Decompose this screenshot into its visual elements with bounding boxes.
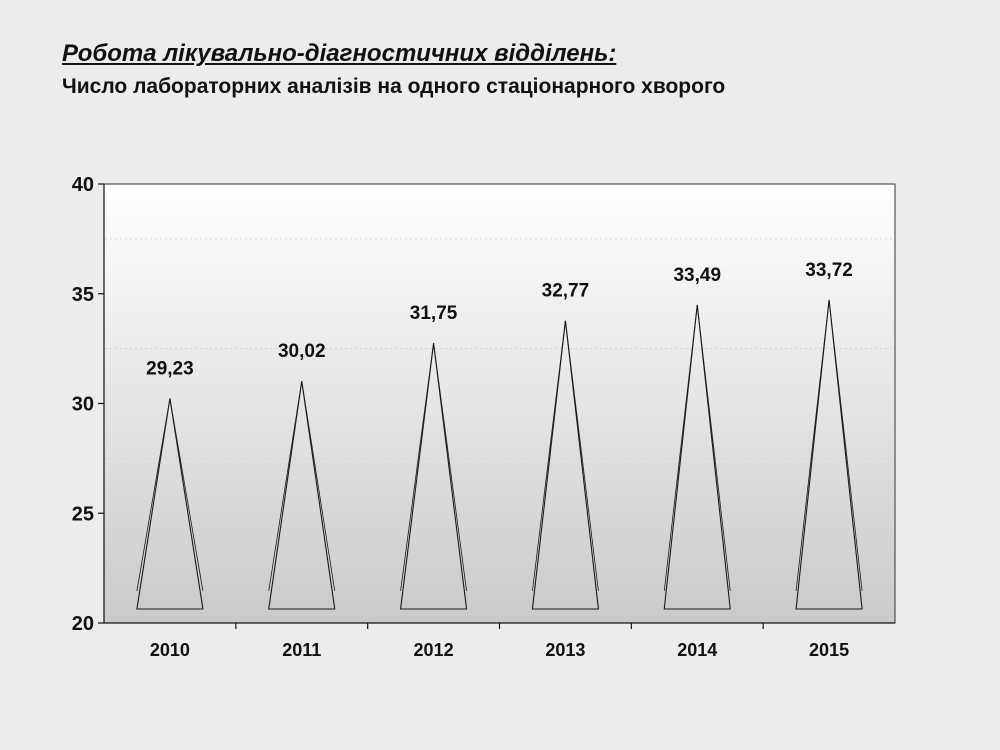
page-subtitle: Число лабораторних аналізів на одного ст… bbox=[62, 75, 726, 98]
y-tick-label: 30 bbox=[72, 394, 94, 416]
page-title: Робота лікувально-діагностичних відділен… bbox=[62, 40, 617, 67]
triangle-edge bbox=[400, 343, 467, 592]
background-dashes bbox=[105, 238, 894, 569]
plot-area bbox=[103, 183, 896, 624]
y-tick-label: 40 bbox=[72, 174, 94, 196]
triangle-edge bbox=[795, 299, 863, 592]
triangle-edge bbox=[663, 304, 731, 592]
x-tick-label: 2010 bbox=[150, 640, 190, 660]
value-label: 29,23 bbox=[146, 358, 194, 379]
triangle-edge bbox=[268, 381, 336, 592]
triangle-bar-2015 bbox=[795, 299, 863, 610]
triangle-bar-2012 bbox=[399, 343, 468, 610]
y-tick-label: 20 bbox=[72, 613, 94, 635]
triangle-edge bbox=[136, 398, 204, 592]
triangle-bar-2014 bbox=[663, 304, 731, 610]
x-tick-label: 2013 bbox=[545, 640, 585, 660]
value-label: 33,49 bbox=[673, 265, 721, 286]
y-tick-label: 35 bbox=[72, 284, 94, 306]
triangle-bar-2010 bbox=[136, 398, 204, 610]
value-label: 31,75 bbox=[410, 303, 458, 324]
triangle-bar-2013 bbox=[531, 320, 600, 610]
triangle-edge bbox=[532, 320, 599, 592]
x-axis-ticks: 2010 2011 2012 2013 2014 2015 bbox=[150, 623, 849, 660]
value-label: 30,02 bbox=[278, 341, 326, 362]
x-tick-label: 2012 bbox=[414, 640, 454, 660]
x-tick-label: 2011 bbox=[282, 640, 321, 660]
x-tick-label: 2014 bbox=[677, 640, 717, 660]
y-axis-ticks: 20 25 30 35 40 bbox=[72, 174, 104, 635]
x-tick-label: 2015 bbox=[809, 640, 849, 660]
data-marks: 29,23 30,02 31,75 32,77 33,49 33,72 bbox=[136, 260, 863, 610]
y-tick-label: 25 bbox=[72, 503, 94, 525]
triangle-bar-2011 bbox=[268, 381, 336, 610]
value-label: 32,77 bbox=[542, 281, 590, 302]
value-label: 33,72 bbox=[805, 260, 853, 281]
